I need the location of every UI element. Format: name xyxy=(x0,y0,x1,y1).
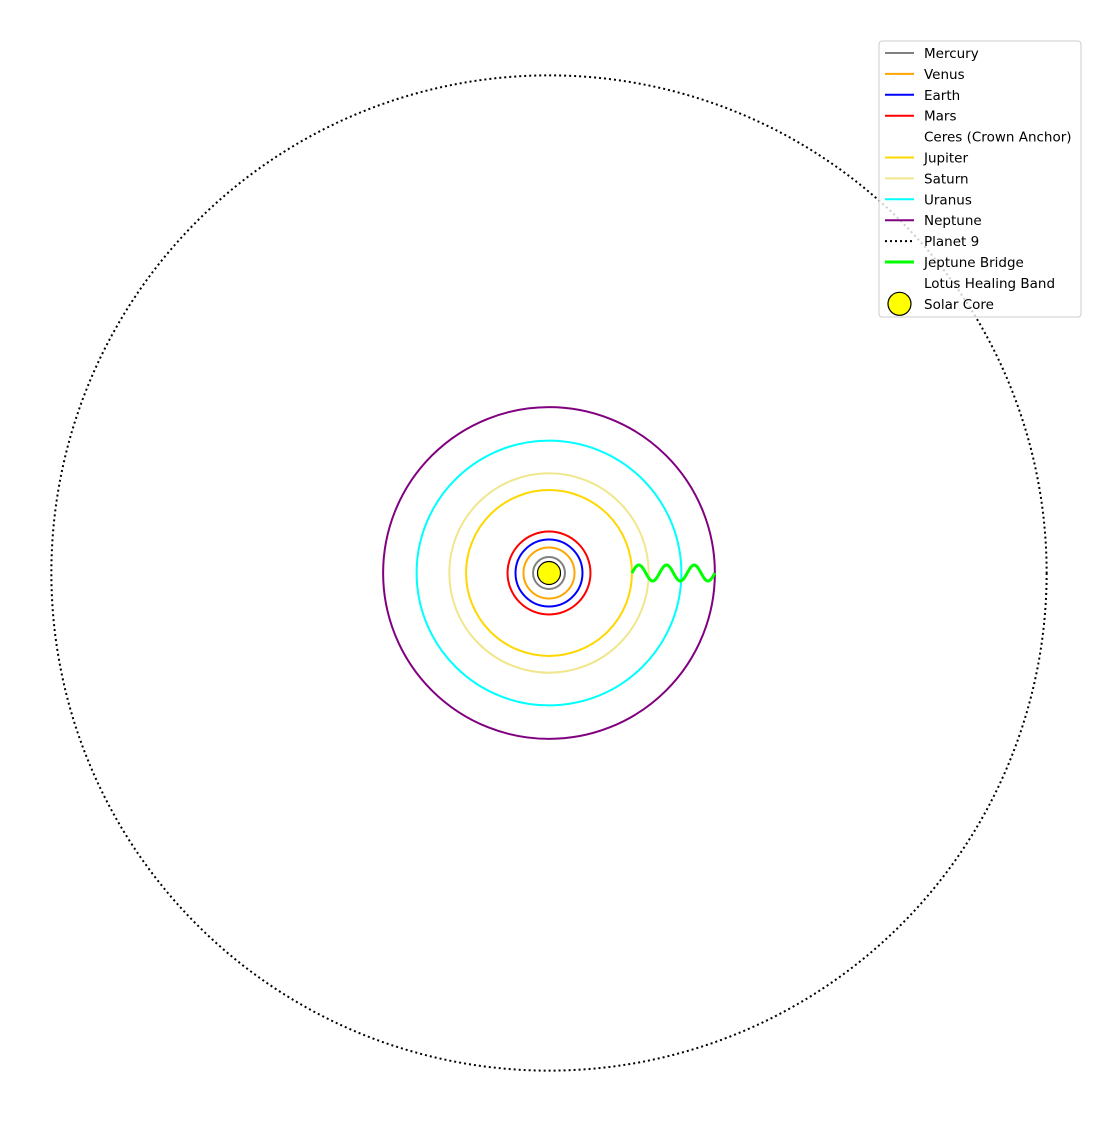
orbit-mars xyxy=(506,530,592,616)
legend-entry: Ceres (Crown Anchor) xyxy=(924,130,1072,146)
legend-label: Solar Core xyxy=(924,297,994,313)
bridge-line xyxy=(630,563,717,583)
legend-label: Planet 9 xyxy=(924,234,979,250)
bridge-group xyxy=(630,563,717,583)
legend-entry: Uranus xyxy=(885,192,972,208)
legend: Mercury Venus Earth Mars Ceres (Crown Anchor… xyxy=(878,40,1082,318)
legend-entry: Neptune xyxy=(885,213,982,229)
legend-entry: Saturn xyxy=(885,171,969,187)
orbit-venus xyxy=(522,546,576,600)
legend-entry: Planet 9 xyxy=(885,234,979,250)
legend-label: Neptune xyxy=(924,213,982,229)
legend-frame xyxy=(878,40,1082,318)
legend-label: Mercury xyxy=(924,46,979,62)
legend-label: Jupiter xyxy=(923,151,968,167)
legend-label: Uranus xyxy=(924,192,972,208)
legend-label: Lotus Healing Band xyxy=(924,276,1055,292)
legend-entry: Lotus Healing Band xyxy=(924,276,1055,292)
legend-label: Jeptune Bridge xyxy=(923,255,1024,271)
orbit-mercury xyxy=(532,556,566,590)
legend-label: Saturn xyxy=(924,171,969,187)
legend-label: Earth xyxy=(924,88,960,104)
orbit-uranus xyxy=(415,439,683,707)
legend-swatch xyxy=(887,291,912,316)
legend-label: Ceres (Crown Anchor) xyxy=(924,130,1072,146)
legend-entry: Venus xyxy=(885,67,965,83)
orbit-saturn xyxy=(448,472,650,674)
legend-entry: Jeptune Bridge xyxy=(885,255,1024,271)
core-group xyxy=(536,560,562,586)
legend-entry: Earth xyxy=(885,88,960,104)
legend-entry: Mars xyxy=(885,109,957,125)
legend-label: Mars xyxy=(924,109,957,125)
legend-entry: Mercury xyxy=(885,46,979,62)
legend-label: Venus xyxy=(924,67,965,83)
orbit-earth xyxy=(514,538,584,608)
legend-entry: Jupiter xyxy=(885,151,968,167)
orbit-planet-9 xyxy=(50,74,1048,1072)
legend-entry: Solar Core xyxy=(887,291,994,316)
solar-core-marker xyxy=(536,560,562,586)
